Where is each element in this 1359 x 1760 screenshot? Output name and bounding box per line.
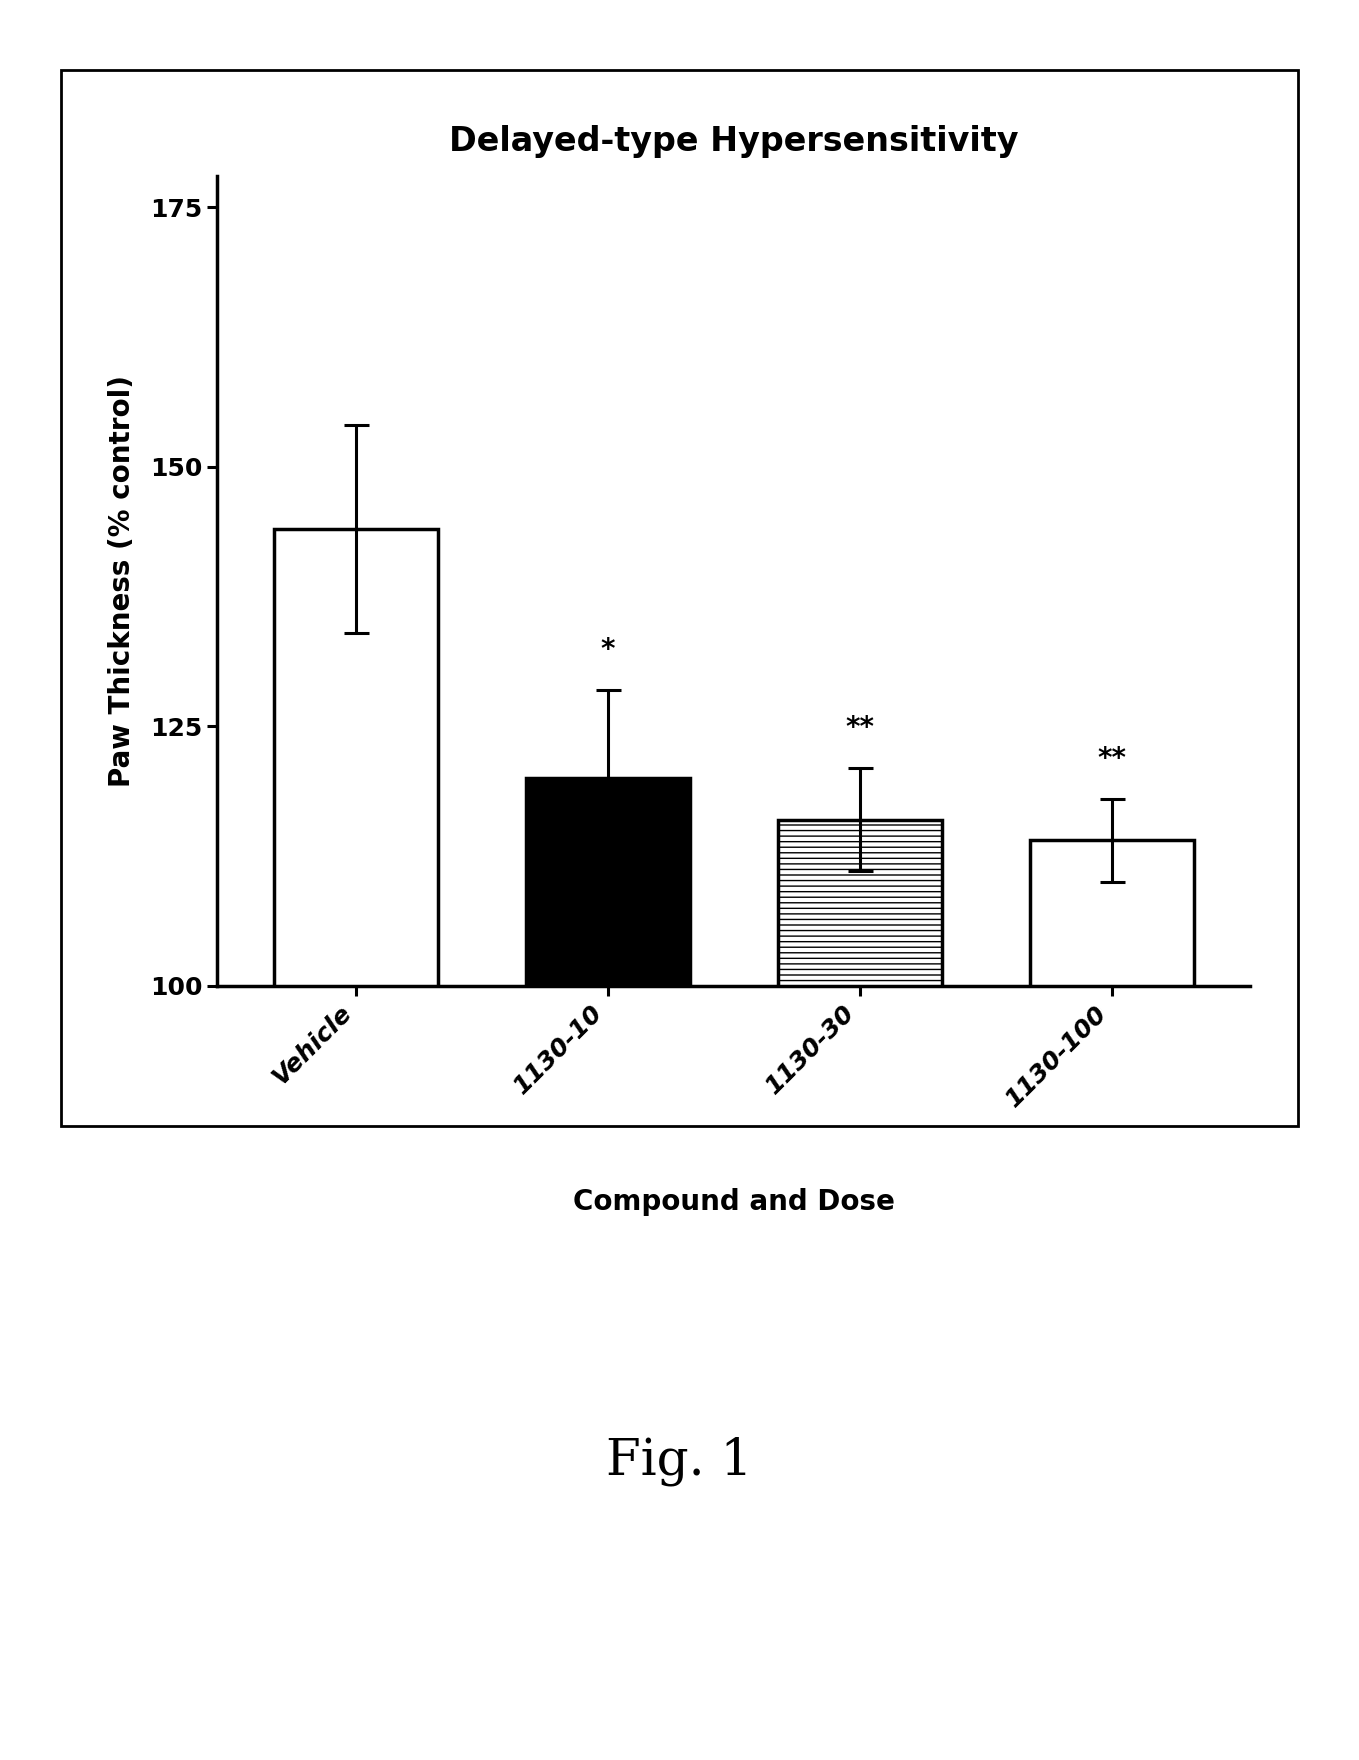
X-axis label: Compound and Dose: Compound and Dose: [573, 1188, 894, 1216]
Text: **: **: [1097, 744, 1127, 773]
Bar: [1030, 840, 1193, 986]
Text: **: **: [845, 715, 874, 741]
Bar: [275, 530, 438, 986]
Text: Fig. 1: Fig. 1: [606, 1436, 753, 1485]
Bar: [526, 778, 690, 986]
Title: Delayed-type Hypersensitivity: Delayed-type Hypersensitivity: [448, 125, 1019, 158]
Y-axis label: Paw Thickness (% control): Paw Thickness (% control): [107, 375, 136, 787]
Text: *: *: [601, 635, 616, 664]
Bar: [777, 820, 942, 986]
